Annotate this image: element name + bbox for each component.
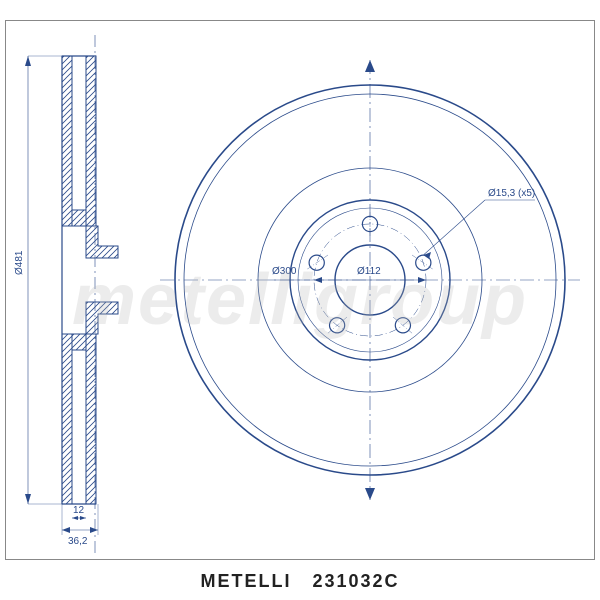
drawing-canvas: Ø481 36,2 12: [0, 0, 600, 600]
footer-partnum: 231032C: [312, 571, 399, 591]
front-view: [0, 0, 600, 600]
footer: METELLI 231032C: [0, 571, 600, 592]
footer-brand: METELLI: [200, 571, 291, 591]
dim-pcd: Ø112: [357, 266, 381, 277]
dim-bolt-spec: Ø15,3 (x5): [488, 188, 535, 199]
dim-face-outer: Ø300: [272, 266, 296, 277]
